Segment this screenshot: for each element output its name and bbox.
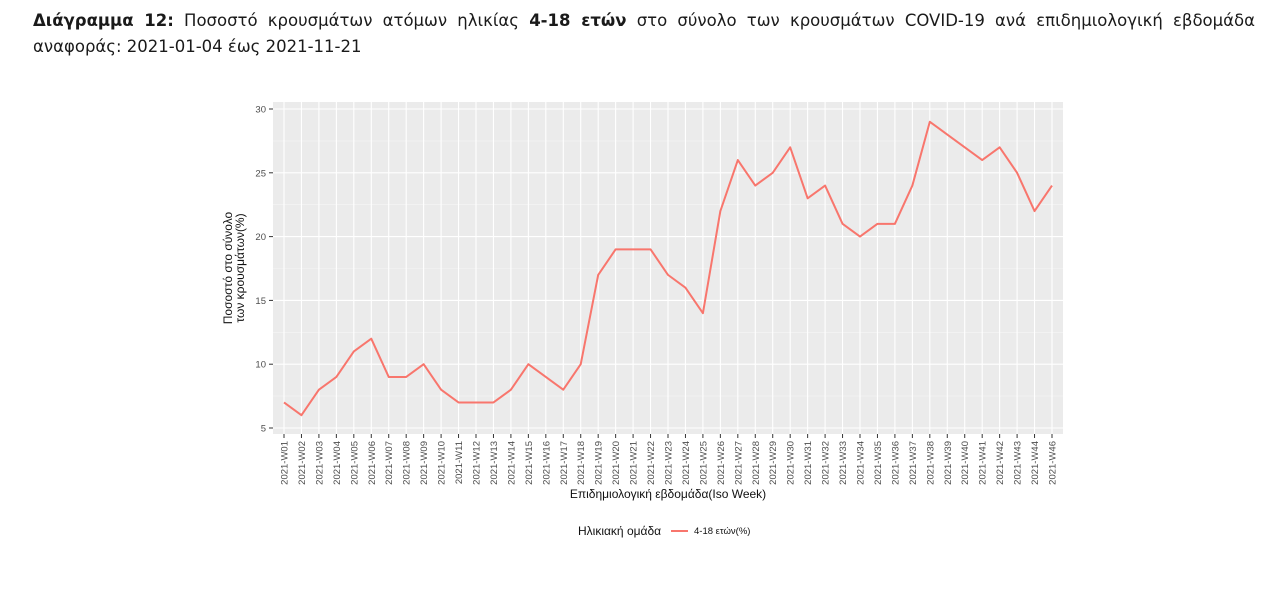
x-tick-label: 2021-W27 [733,441,744,485]
y-tick-label: 25 [255,168,266,179]
y-axis-title-line: των κρουσμάτων(%) [233,213,247,322]
legend: Ηλικιακή ομάδα 4-18 ετών(%) [578,524,750,538]
x-tick-label: 2021-W30 [786,441,797,485]
x-tick-label: 2021-W16 [541,441,552,485]
caption-text-2: στο σύνολο των κρουσμάτων COVID-19 ανά ε… [33,11,1255,56]
x-tick-label: 2021-W11 [454,441,465,484]
x-tick-label: 2021-W33 [838,441,849,485]
series-layer [283,120,1053,417]
x-axis-title: Επιδημιολογική εβδομάδα(Iso Week) [570,487,766,501]
x-tick-label: 2021-W04 [332,441,343,485]
legend-label: 4-18 ετών(%) [694,526,750,537]
x-tick-label: 2021-W09 [419,441,430,485]
x-tick-label: 2021-W08 [402,441,413,485]
x-tick-label: 2021-W20 [611,441,622,485]
grid-lines [273,102,1063,434]
x-tick-label: 2021-W02 [297,441,308,485]
x-tick-label: 2021-W42 [995,441,1006,485]
x-tick-label: 2021-W10 [437,441,448,485]
x-tick-label: 2021-W07 [384,441,395,485]
y-tick-label: 20 [255,232,266,243]
x-tick-label: 2021-W19 [594,441,605,485]
x-axis: 2021-W01 2021-W02 2021-W03 2021-W04 2021-W05… [280,434,1059,485]
x-tick-label: 2021-W13 [489,441,500,485]
y-tick-label: 15 [255,296,266,307]
x-tick-label: 2021-W34 [856,441,867,485]
y-tick-label: 10 [255,360,266,371]
x-tick-label: 2021-W26 [716,441,727,485]
y-tick-label: 5 [261,424,266,435]
y-tick-label: 30 [255,105,266,116]
figure-caption: Διάγραμμα 12: Ποσοστό κρουσμάτων ατόμων … [33,8,1255,60]
x-tick-label: 2021-W12 [472,441,483,485]
caption-label: Διάγραμμα 12: [33,11,174,30]
x-tick-label: 2021-W43 [1013,441,1024,485]
y-axis-title-line: Ποσοστό στο σύνολο [221,211,235,324]
x-tick-label: 2021-W39 [943,441,954,485]
x-tick-label: 2021-W41 [978,441,989,485]
caption-bold-age: 4-18 ετών [529,11,627,30]
x-tick-label: 2021-W25 [698,441,709,485]
x-tick-label: 2021-W40 [960,441,971,485]
x-tick-label: 2021-W37 [908,441,919,485]
x-tick-label: 2021-W15 [524,441,535,485]
x-tick-label: 2021-W06 [367,441,378,485]
caption-text-1: Ποσοστό κρουσμάτων ατόμων ηλικίας [184,11,519,30]
x-tick-label: 2021-W44 [1030,441,1041,485]
x-tick-label: 2021-W17 [559,441,570,485]
y-axis: 5 10 15 20 25 30 [255,105,273,435]
x-tick-label: 2021-W03 [314,441,325,485]
legend-title: Ηλικιακή ομάδα [578,524,661,538]
x-tick-label: 2021-W22 [646,441,657,485]
series-line [283,120,1053,417]
x-tick-label: 2021-W24 [681,441,692,485]
x-tick-label: 2021-W05 [349,441,360,485]
x-tick-label: 2021-W01 [280,441,291,485]
x-tick-label: 2021-W21 [629,441,640,485]
x-tick-label: 2021-W29 [768,441,779,485]
x-tick-label: 2021-W14 [506,441,517,485]
x-tick-label: 2021-W18 [576,441,587,485]
x-tick-label: 2021-W31 [803,441,814,485]
x-tick-label: 2021-W36 [890,441,901,485]
x-tick-label: 2021-W35 [873,441,884,485]
x-tick-label: 2021-W38 [925,441,936,485]
x-tick-label: 2021-W46 [1048,441,1059,485]
x-tick-label: 2021-W32 [821,441,832,485]
x-tick-label: 2021-W28 [751,441,762,485]
x-tick-label: 2021-W23 [664,441,675,485]
y-axis-title: Ποσοστό στο σύνολοτων κρουσμάτων(%) [221,211,247,324]
